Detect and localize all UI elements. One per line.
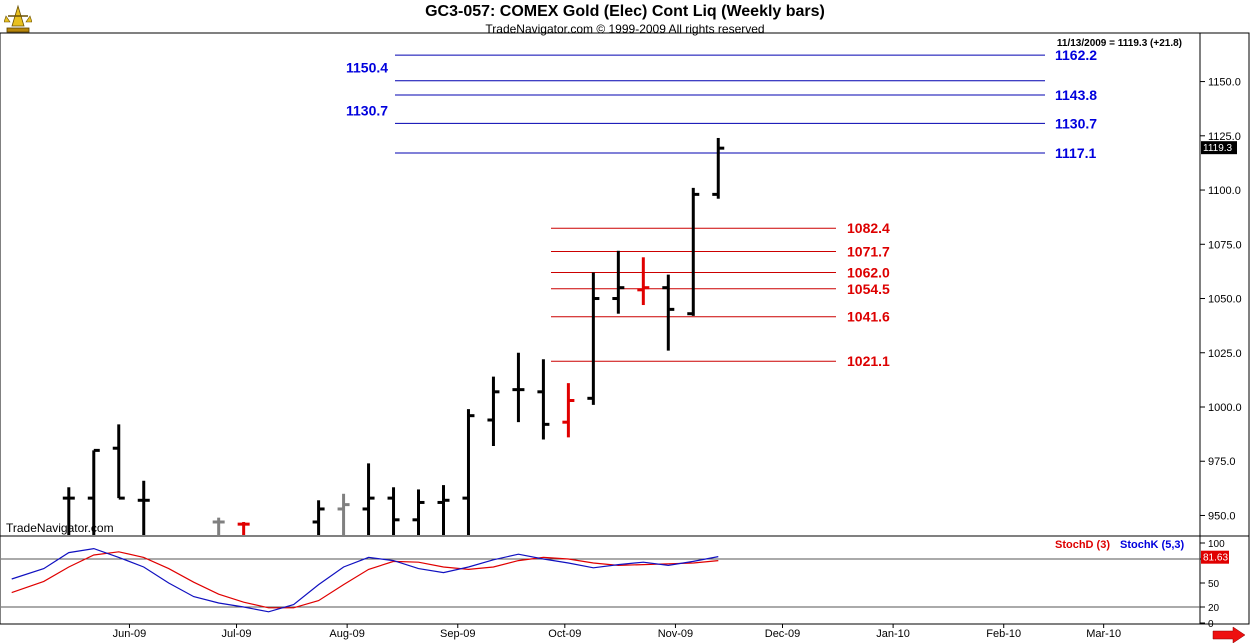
price-bar	[112, 424, 125, 500]
stochd-legend: StochD (3)	[1055, 539, 1110, 551]
stoch-tick-label: 20	[1208, 603, 1220, 614]
resistance-level-label: 1162.2	[1055, 47, 1097, 63]
price-bar	[637, 257, 650, 306]
trade-navigator-logo-icon[interactable]	[3, 4, 33, 34]
stoch-last-value-box	[1201, 550, 1229, 564]
price-tick-label: 1050.0	[1208, 294, 1242, 306]
support-level-label: 1041.6	[847, 309, 890, 325]
resistance-level-label: 1117.1	[1055, 145, 1096, 161]
stoch-tick-label: 0	[1208, 619, 1214, 630]
stochd-line	[11, 551, 719, 609]
scroll-right-arrow-icon[interactable]	[1212, 626, 1246, 643]
price-bar	[662, 274, 675, 351]
price-bar	[462, 409, 475, 535]
price-axis-area	[1200, 33, 1248, 628]
price-bar	[137, 480, 150, 535]
price-tick-label: 1075.0	[1208, 239, 1242, 251]
time-tick-label: Jun-09	[113, 628, 147, 640]
time-tick-label: Sep-09	[440, 628, 475, 640]
plot-frame	[0, 32, 1250, 625]
stoch-tick-label: 100	[1208, 539, 1225, 550]
last-price-box	[1201, 141, 1237, 155]
last-price-info: 11/13/2009 = 1119.3 (+21.8)	[1057, 38, 1182, 49]
price-bar	[512, 352, 525, 423]
time-tick-label: Dec-09	[765, 628, 800, 640]
time-tick-label: Jul-09	[222, 628, 252, 640]
price-bar	[487, 376, 500, 447]
price-bar	[237, 521, 250, 535]
price-bar	[362, 463, 375, 535]
price-tick-label: 1125.0	[1208, 131, 1241, 143]
price-tick-label: 1025.0	[1208, 348, 1242, 360]
support-level-label: 1062.0	[847, 264, 890, 280]
time-tick-label: Jan-10	[876, 628, 910, 640]
time-tick-label: Nov-09	[658, 628, 693, 640]
price-tick-label: 975.0	[1208, 456, 1236, 468]
chart-title: GC3-057: COMEX Gold (Elec) Cont Liq (Wee…	[425, 3, 825, 20]
price-bar	[312, 500, 325, 535]
price-bar	[387, 487, 400, 535]
price-tick-label: 1100.0	[1208, 185, 1241, 197]
resistance-level-label-left: 1130.7	[346, 102, 388, 118]
resistance-level-label: 1130.7	[1055, 115, 1097, 131]
price-tick-label: 1000.0	[1208, 402, 1242, 414]
price-bar	[612, 250, 625, 314]
price-bar	[412, 489, 425, 535]
time-tick-label: Mar-10	[1086, 628, 1121, 640]
price-tick-label: 1150.0	[1208, 77, 1241, 89]
resistance-level-label: 1143.8	[1055, 87, 1097, 103]
stochk-line	[11, 547, 719, 613]
price-bar	[587, 272, 600, 405]
last-price-label: 1119.3	[1203, 143, 1233, 154]
stoch-tick-label: 50	[1208, 579, 1220, 590]
price-bar	[62, 487, 75, 535]
support-level-label: 1054.5	[847, 281, 890, 297]
price-bar	[87, 448, 100, 535]
price-bar	[212, 517, 225, 535]
price-bar	[437, 485, 450, 535]
watermark-text: TradeNavigator.com	[6, 521, 114, 535]
support-level-label: 1082.4	[847, 220, 890, 236]
price-bar	[337, 493, 350, 535]
price-bar	[712, 137, 725, 199]
price-bar	[537, 359, 550, 440]
stoch-last-value-label: 81.63	[1203, 553, 1228, 564]
support-level-label: 1021.1	[847, 353, 890, 369]
chart-subtitle: TradeNavigator.com © 1999-2009 All right…	[485, 22, 765, 36]
time-tick-label: Aug-09	[329, 628, 364, 640]
time-tick-label: Feb-10	[986, 628, 1021, 640]
stochk-legend: StochK (5,3)	[1120, 539, 1185, 551]
price-tick-label: 950.0	[1208, 510, 1236, 522]
time-tick-label: Oct-09	[548, 628, 581, 640]
support-level-label: 1071.7	[847, 243, 890, 259]
price-bar	[562, 383, 575, 438]
resistance-level-label-left: 1150.4	[346, 60, 388, 76]
price-bar	[687, 187, 700, 316]
